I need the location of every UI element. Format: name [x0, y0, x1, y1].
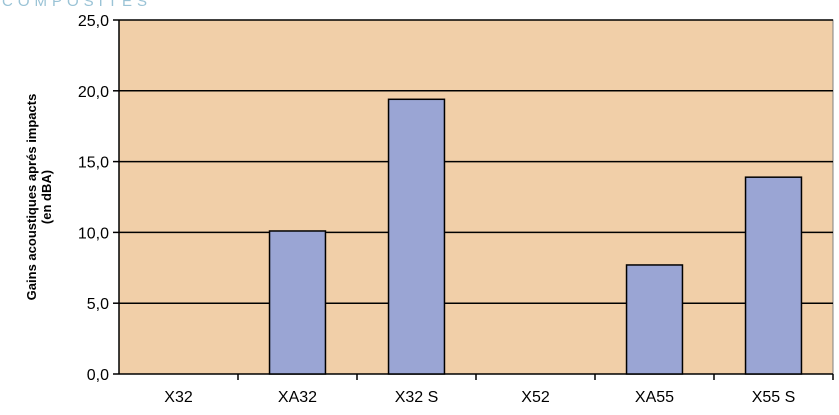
bar-xa32 — [268, 230, 327, 375]
y-tick-label: 15,0 — [78, 155, 109, 172]
y-axis-title-line: (en dBA) — [39, 170, 54, 224]
y-tick-label: 25,0 — [78, 13, 109, 30]
logo-watermark: COMPOSITES — [2, 0, 153, 10]
x-tick-label: X55 S — [752, 389, 796, 406]
bar-x55-s — [744, 176, 803, 375]
x-tick-label: X52 — [521, 389, 550, 406]
y-tick-label: 10,0 — [78, 225, 109, 242]
x-tick-label: XA32 — [278, 389, 317, 406]
bar-xa55 — [625, 264, 684, 375]
y-axis-title: Gains acoustiques aprés impacts (en dBA) — [24, 94, 54, 301]
x-tick-label: X32 S — [395, 389, 439, 406]
y-axis-title-line: Gains acoustiques aprés impacts — [24, 94, 39, 301]
y-tick-label: 0,0 — [87, 367, 109, 384]
y-tick-label: 5,0 — [87, 296, 109, 313]
x-tick-label: XA55 — [635, 389, 674, 406]
x-tick-label: X32 — [164, 389, 193, 406]
y-tick-label: 20,0 — [78, 84, 109, 101]
bar-x32-s — [387, 98, 446, 375]
plot-area — [118, 19, 834, 375]
